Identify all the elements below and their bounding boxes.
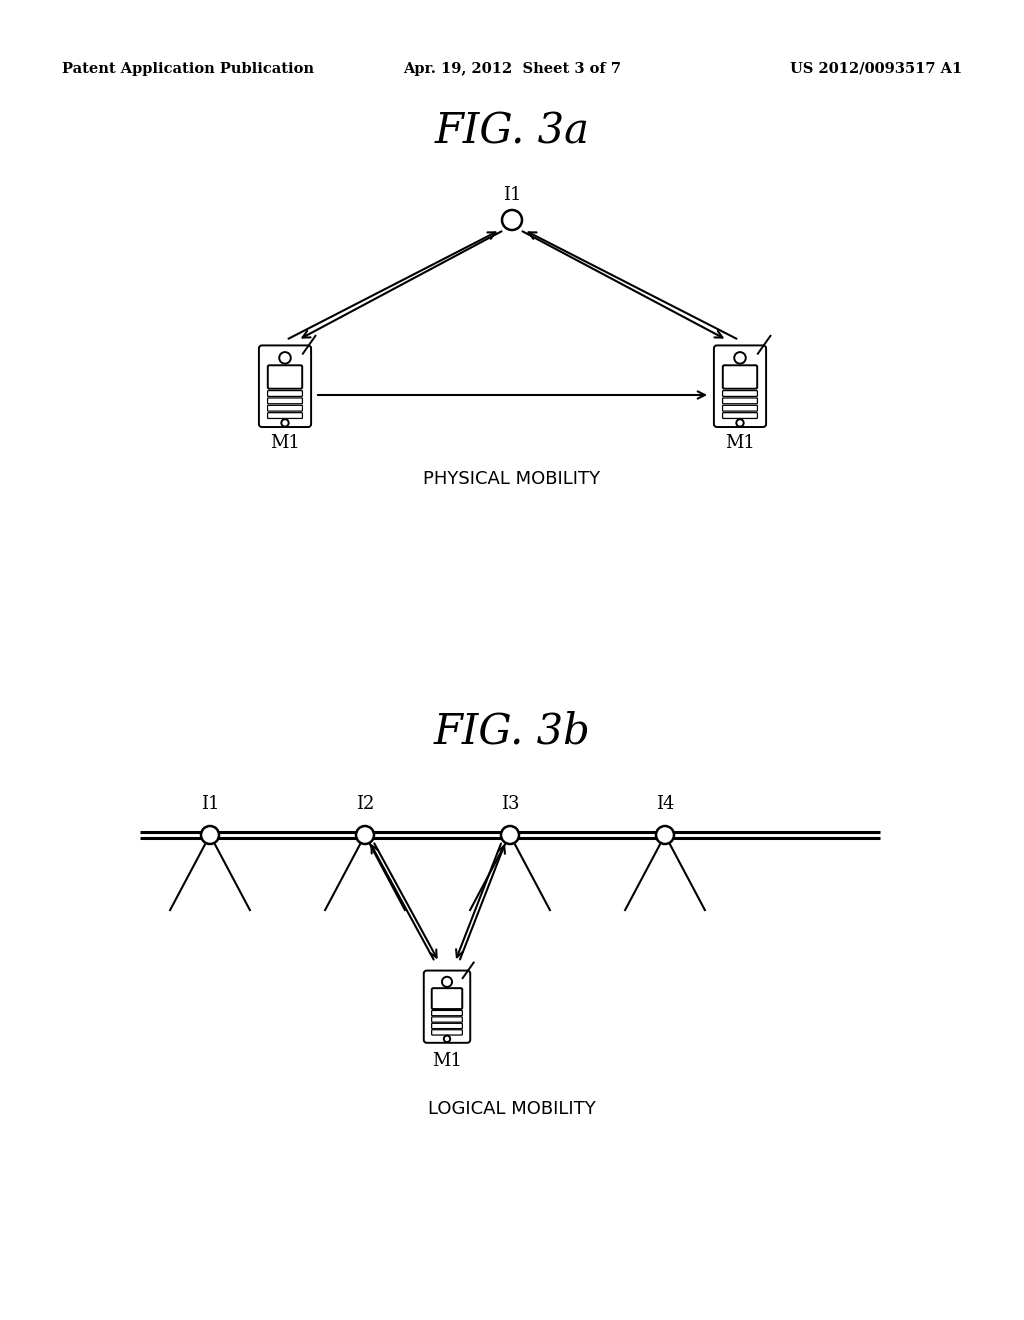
Circle shape <box>734 352 745 363</box>
FancyBboxPatch shape <box>424 970 470 1043</box>
Text: I4: I4 <box>655 795 674 813</box>
Circle shape <box>501 826 519 843</box>
FancyBboxPatch shape <box>267 405 302 411</box>
Text: FIG. 3b: FIG. 3b <box>433 710 591 752</box>
Text: M1: M1 <box>725 434 755 451</box>
Circle shape <box>443 1036 451 1041</box>
FancyBboxPatch shape <box>432 1016 463 1022</box>
Text: Apr. 19, 2012  Sheet 3 of 7: Apr. 19, 2012 Sheet 3 of 7 <box>403 62 621 77</box>
FancyBboxPatch shape <box>268 366 302 388</box>
FancyBboxPatch shape <box>432 1030 463 1035</box>
FancyBboxPatch shape <box>267 391 302 396</box>
Circle shape <box>280 352 291 363</box>
FancyBboxPatch shape <box>723 366 757 388</box>
Circle shape <box>442 977 452 987</box>
Text: LOGICAL MOBILITY: LOGICAL MOBILITY <box>428 1100 596 1118</box>
Circle shape <box>736 420 743 426</box>
Text: I3: I3 <box>501 795 519 813</box>
Text: I2: I2 <box>355 795 374 813</box>
Text: PHYSICAL MOBILITY: PHYSICAL MOBILITY <box>424 470 600 488</box>
FancyBboxPatch shape <box>723 391 758 396</box>
FancyBboxPatch shape <box>432 1023 463 1028</box>
Circle shape <box>356 826 374 843</box>
Text: I1: I1 <box>503 186 521 205</box>
FancyBboxPatch shape <box>432 1010 463 1015</box>
Text: M1: M1 <box>432 1052 462 1071</box>
FancyBboxPatch shape <box>723 405 758 411</box>
Text: US 2012/0093517 A1: US 2012/0093517 A1 <box>790 62 962 77</box>
FancyBboxPatch shape <box>267 413 302 418</box>
FancyBboxPatch shape <box>723 397 758 404</box>
Text: M1: M1 <box>270 434 300 451</box>
Text: I1: I1 <box>201 795 219 813</box>
FancyBboxPatch shape <box>432 989 462 1008</box>
FancyBboxPatch shape <box>267 397 302 404</box>
Circle shape <box>201 826 219 843</box>
Text: Patent Application Publication: Patent Application Publication <box>62 62 314 77</box>
FancyBboxPatch shape <box>259 346 311 428</box>
FancyBboxPatch shape <box>723 413 758 418</box>
Circle shape <box>282 420 289 426</box>
Circle shape <box>656 826 674 843</box>
Text: FIG. 3a: FIG. 3a <box>434 110 590 152</box>
FancyBboxPatch shape <box>714 346 766 428</box>
Circle shape <box>502 210 522 230</box>
